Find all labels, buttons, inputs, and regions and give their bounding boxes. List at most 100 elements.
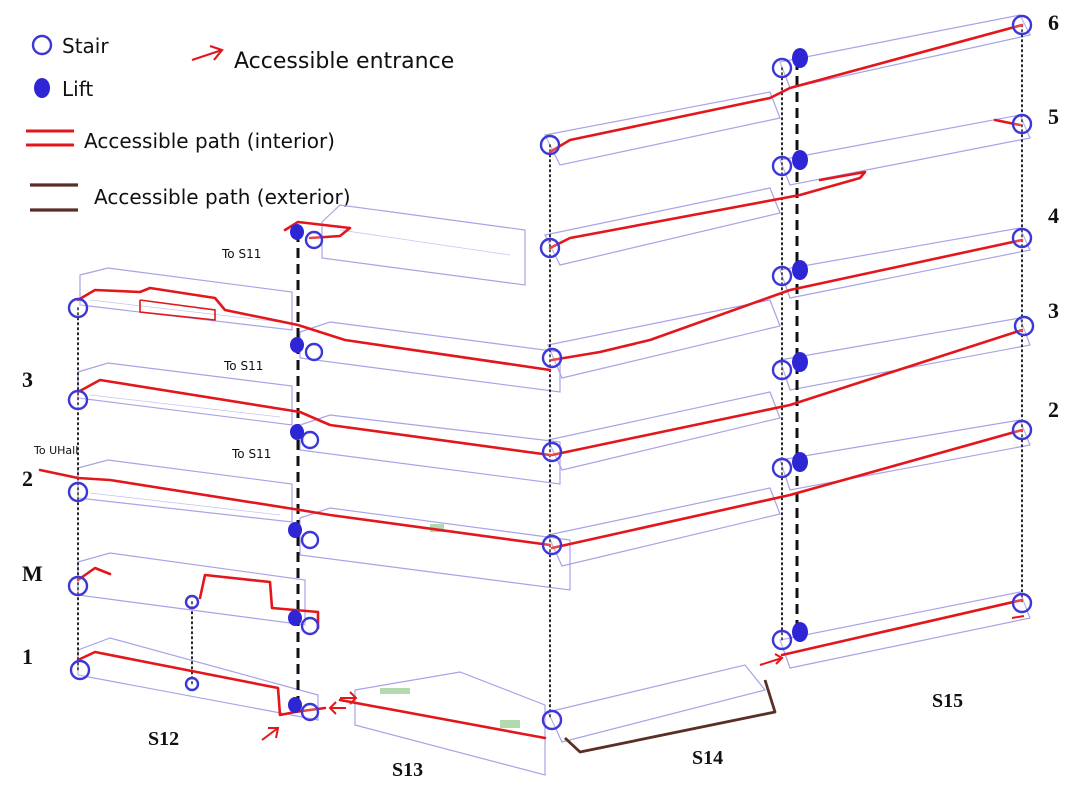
path-s12-mezz-loop (198, 573, 320, 630)
entrance-arrow-s13-east (328, 701, 346, 715)
stair-icon (300, 616, 320, 636)
path-s14-floor-6 (548, 23, 1024, 154)
legend-lift-icon (34, 78, 50, 98)
floor-label-m-left: M (22, 561, 43, 586)
stair-icon (771, 629, 793, 651)
building-label-s15: S15 (932, 690, 963, 712)
stair-icon (300, 530, 320, 550)
s13-floor-3-plan (299, 414, 561, 485)
stair-icon (1011, 14, 1033, 36)
legend-stair-icon (31, 34, 53, 56)
path-s12-floor-2 (38, 468, 552, 547)
building-label-s14: S14 (692, 747, 723, 769)
path-s14-floor-3 (550, 328, 1024, 457)
path-s14-floor-2 (550, 428, 1024, 550)
stair-icon (539, 237, 561, 259)
lifts (288, 48, 808, 713)
stair-icon (541, 441, 563, 463)
legend-interior-path-label: Accessible path (interior) (84, 129, 335, 153)
stair-icon (1013, 315, 1035, 337)
s13-floor-2-plan (299, 507, 571, 591)
path-s13-floor-1 (338, 698, 547, 740)
legend-lift-label: Lift (62, 77, 93, 101)
note-to-s11-middle: To S11 (223, 359, 263, 373)
stair-icon (67, 389, 89, 411)
legend-stair-label: Stair (62, 34, 109, 58)
legend: Stair Lift Accessible entrance Accessibl… (26, 34, 454, 212)
building-labels: S12 S13 S14 S15 (148, 690, 963, 781)
s15-floor-6-plan (779, 14, 1031, 89)
lift-icon (288, 697, 302, 713)
lift-icon (792, 452, 808, 472)
s14-floor-2-plan (547, 487, 781, 567)
lift-icon (288, 610, 302, 626)
floor-label-3-left: 3 (22, 367, 33, 392)
right-floor-labels: 6 5 4 3 2 (1048, 10, 1059, 422)
stair-icon (304, 230, 324, 250)
floor-label-5-right: 5 (1048, 104, 1059, 129)
s15-floor-5-plan (779, 114, 1031, 186)
path-s15-floor-5-end (993, 118, 1022, 127)
stair-icon (67, 297, 89, 319)
stair-icon (1011, 227, 1033, 249)
stair-icon (541, 709, 563, 731)
stair-icon (1011, 113, 1033, 135)
entrance-arrow-s14 (759, 653, 784, 666)
stair-icon (184, 676, 200, 692)
s12-floor-1-plan (77, 637, 319, 721)
lift-icon (290, 424, 304, 440)
stairs (67, 14, 1035, 731)
stair-icon (771, 265, 793, 287)
s15-floor-3-plan (779, 317, 1031, 391)
legend-exterior-path-label: Accessible path (exterior) (94, 185, 351, 209)
s15-floor-1-plan (779, 591, 1031, 669)
floor-label-6-right: 6 (1048, 10, 1059, 35)
s14-floor-5-plan (544, 187, 781, 266)
building-label-s12: S12 (148, 728, 179, 750)
building-label-s13: S13 (392, 759, 423, 781)
s14-floor-6-plan (544, 91, 781, 166)
lift-icon (792, 622, 808, 642)
interior-paths (38, 23, 1024, 740)
stair-icon (541, 534, 563, 556)
s15-floor-4-plan (779, 227, 1031, 299)
s13-floor-5-plan (321, 204, 526, 286)
floor-label-1-left: 1 (22, 644, 33, 669)
legend-entrance-arrow-icon (191, 44, 224, 62)
exterior-path-s14 (564, 679, 777, 754)
stair-icon (1011, 419, 1033, 441)
floor-label-2-left: 2 (22, 466, 33, 491)
entrance-arrow-s15 (1011, 615, 1025, 619)
note-to-s11-top: To S11 (221, 247, 261, 261)
s14-floor-4-plan (547, 299, 781, 379)
legend-entrance-label: Accessible entrance (234, 49, 454, 74)
note-to-s11-bottom: To S11 (231, 447, 271, 461)
stair-icon (300, 702, 320, 722)
left-floor-labels: 3 2 M 1 (22, 367, 43, 669)
stair-icon (539, 134, 561, 156)
note-to-uhall: To UHall (33, 444, 78, 457)
path-s14-floor-5 (548, 170, 867, 250)
stair-icon (67, 575, 89, 597)
stair-icon (771, 155, 793, 177)
s15-floor-2-plan (779, 419, 1031, 491)
legend-exterior-path-icon (30, 183, 78, 212)
s14-floor-1-plan (547, 664, 767, 743)
path-s12-floor-4 (76, 286, 552, 372)
lift-icon (290, 337, 304, 353)
lift-icon (792, 48, 808, 68)
lift-icon (792, 260, 808, 280)
stair-icon (771, 57, 793, 79)
lift-icon (792, 150, 808, 170)
floor-label-3-right: 3 (1048, 298, 1059, 323)
path-s12-floor-3 (76, 378, 552, 457)
path-s12-mezz (76, 566, 112, 582)
stair-icon (1011, 592, 1033, 614)
path-s15-floor-1 (780, 598, 1024, 657)
s13-floor-1-plan (354, 671, 546, 776)
entrance-arrow-s13-west (340, 691, 358, 705)
stair-icon (771, 457, 793, 479)
path-s12-to-s11-top (283, 220, 352, 240)
entrance-arrow-s12 (261, 727, 280, 741)
